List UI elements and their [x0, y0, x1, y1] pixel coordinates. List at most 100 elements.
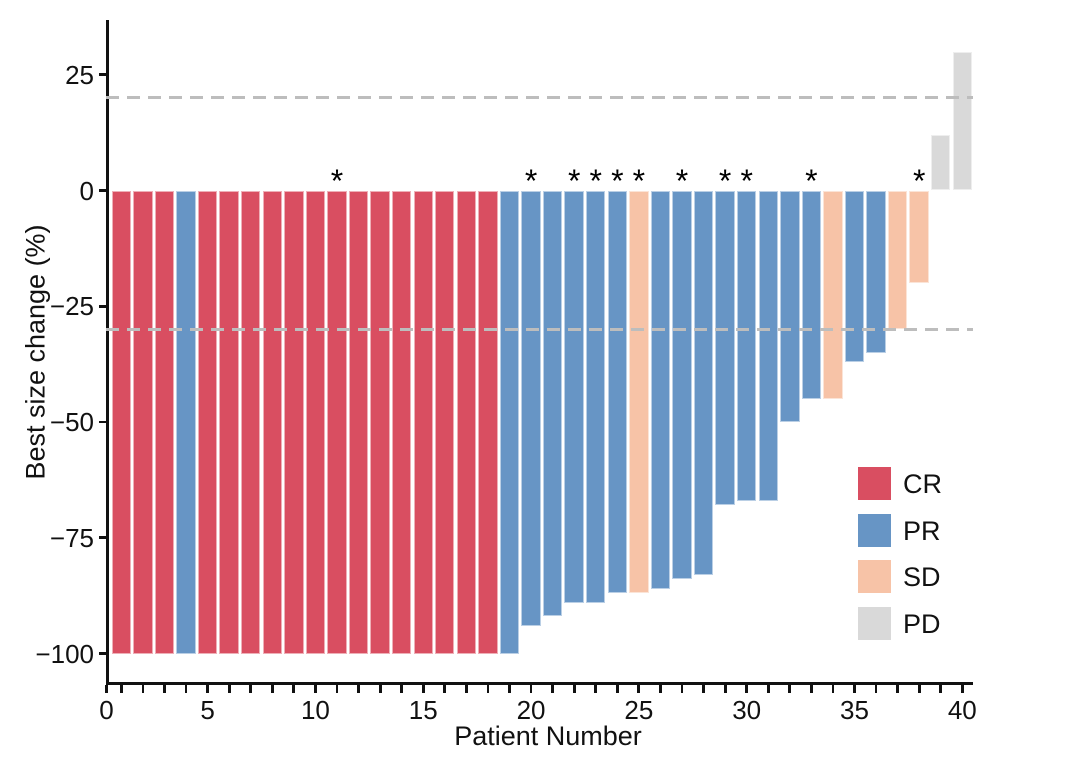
x-axis-title: Patient Number	[454, 721, 642, 751]
bar-patient-32	[780, 190, 800, 422]
y-axis-title: Best size change (%)	[20, 224, 51, 480]
x-tick	[270, 684, 274, 693]
significance-asterisk: *	[589, 163, 602, 199]
x-tick	[960, 684, 964, 693]
x-tick	[551, 684, 555, 693]
y-tick-label: −75	[49, 522, 94, 553]
legend-swatch-pr	[858, 513, 891, 547]
bar-patient-14	[391, 190, 412, 654]
x-tick	[831, 684, 835, 693]
x-tick	[314, 684, 317, 693]
bar-patient-27	[672, 190, 692, 580]
x-tick-label: 30	[732, 695, 762, 725]
y-tick	[98, 189, 107, 192]
x-tick	[680, 684, 684, 693]
bar-patient-39	[931, 134, 951, 191]
x-tick	[421, 684, 425, 693]
significance-asterisk: *	[675, 163, 689, 199]
x-tick	[119, 684, 123, 693]
significance-asterisk: *	[740, 163, 753, 199]
legend-label-pr: PR	[903, 515, 941, 546]
x-tick	[572, 684, 576, 693]
bar-patient-18	[478, 190, 498, 654]
x-tick	[594, 684, 598, 693]
x-tick	[400, 684, 404, 693]
y-tick-label: −50	[49, 407, 94, 437]
bar-patient-11	[327, 190, 347, 654]
x-tick	[105, 684, 108, 693]
x-tick-label: 40	[947, 695, 977, 725]
x-tick	[357, 684, 360, 693]
x-tick	[917, 684, 921, 693]
x-tick	[745, 684, 749, 693]
bar-patient-22	[564, 190, 584, 603]
x-tick	[874, 684, 878, 693]
bar-patient-40	[952, 51, 972, 191]
bar-patient-15	[413, 190, 433, 654]
bar-patient-7	[241, 190, 261, 654]
x-tick	[141, 684, 145, 693]
y-tick	[98, 304, 107, 308]
legend-item-pr: PR	[858, 513, 1028, 547]
x-tick	[939, 684, 943, 693]
legend-swatch-pd	[858, 606, 891, 640]
bar-patient-13	[370, 190, 390, 654]
x-tick	[809, 684, 813, 693]
bar-patient-12	[348, 190, 369, 654]
bar-patient-21	[542, 190, 563, 617]
legend-swatch-sd	[858, 560, 891, 593]
bar-patient-29	[715, 190, 735, 506]
x-tick-label: 5	[200, 695, 215, 725]
x-tick	[249, 684, 253, 693]
legend-label-pd: PD	[903, 608, 941, 639]
bar-patient-25	[629, 190, 649, 594]
x-tick	[443, 684, 447, 693]
bar-patient-23	[586, 190, 606, 603]
y-tick	[98, 73, 107, 77]
reference-line-plus20pct	[106, 96, 973, 100]
significance-asterisk: *	[330, 163, 344, 199]
bar-patient-28	[693, 190, 714, 575]
x-tick	[163, 684, 166, 693]
x-tick-label: 35	[840, 695, 869, 725]
bar-patient-3	[154, 190, 175, 654]
y-tick-label: 0	[79, 175, 94, 206]
y-axis-line	[106, 20, 109, 685]
x-tick	[702, 684, 705, 693]
reference-line-minus30pct	[106, 327, 973, 331]
significance-asterisk: *	[912, 163, 926, 199]
x-tick	[896, 684, 900, 693]
bar-patient-37	[887, 190, 908, 330]
legend-label-cr: CR	[903, 469, 942, 499]
x-tick-label: 15	[408, 695, 438, 725]
x-tick	[766, 684, 770, 693]
significance-asterisk: *	[611, 163, 624, 199]
legend-item-sd: SD	[858, 560, 1028, 593]
bar-patient-26	[650, 190, 671, 589]
y-tick	[98, 420, 107, 424]
bar-patient-19	[499, 190, 520, 654]
x-tick	[378, 684, 382, 693]
bar-patient-16	[435, 190, 455, 654]
bar-patient-10	[305, 190, 326, 654]
significance-asterisk: *	[524, 163, 538, 199]
bar-patient-20	[521, 190, 541, 626]
y-tick-label: −100	[35, 638, 94, 669]
x-tick	[853, 684, 856, 693]
x-tick	[788, 684, 792, 693]
bar-patient-38	[909, 190, 929, 284]
bar-patient-33	[801, 190, 822, 399]
x-tick	[227, 684, 231, 693]
x-tick	[637, 684, 641, 693]
x-tick-label: 0	[99, 695, 114, 725]
x-tick	[508, 684, 511, 693]
y-tick	[98, 652, 107, 655]
bar-patient-17	[456, 190, 477, 654]
x-tick	[184, 684, 188, 693]
x-tick-label: 20	[516, 695, 546, 725]
x-tick-label: 25	[624, 695, 654, 725]
bar-patient-31	[758, 190, 778, 501]
x-tick	[486, 684, 490, 693]
